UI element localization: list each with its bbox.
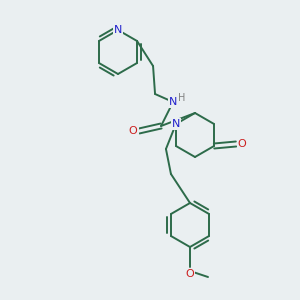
Text: N: N xyxy=(169,97,177,107)
Text: O: O xyxy=(186,269,194,279)
Text: N: N xyxy=(114,25,122,35)
Text: O: O xyxy=(129,126,137,136)
Text: O: O xyxy=(238,139,246,149)
Text: H: H xyxy=(178,93,186,103)
Text: N: N xyxy=(172,119,180,129)
